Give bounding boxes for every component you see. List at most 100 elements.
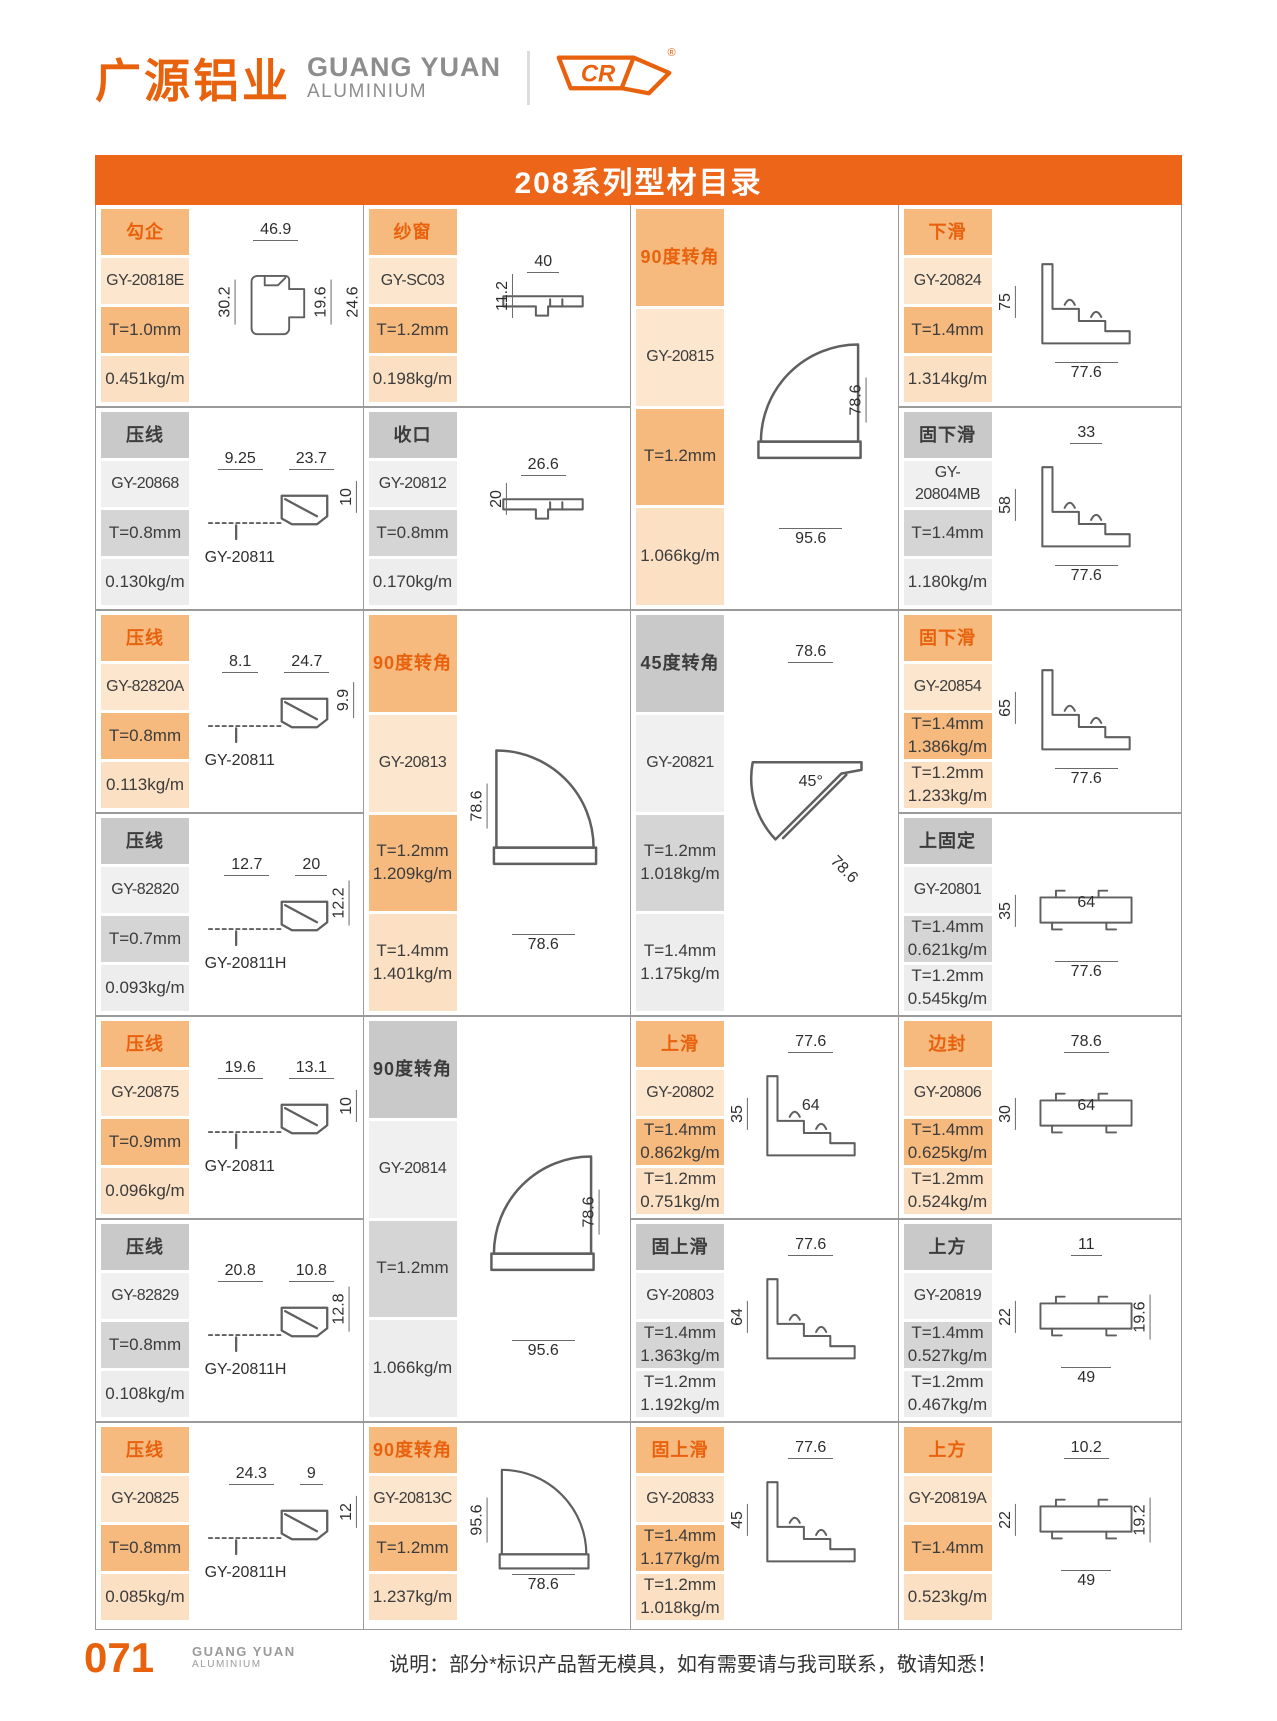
dimension-label: 78.6 (457, 934, 631, 954)
product-code-cell: GY-20801 (903, 867, 992, 913)
spec-column: 90度转角 GY-20815 T=1.2mm 1.066kg/m (631, 205, 724, 609)
weight-cell: 1.180kg/m (903, 559, 992, 605)
dimension-label: 12.8 (330, 1286, 350, 1332)
profile-sketch-icon (1039, 1295, 1133, 1337)
profile-sketch-icon (207, 697, 329, 744)
category-label-cell: 收口 (368, 412, 457, 458)
weight-cell: T=1.2mm 0.467kg/m (903, 1371, 992, 1417)
dimension-label: 20.8 10.8 (189, 1262, 363, 1283)
dimension-label: 8.1 24.7 (189, 653, 363, 674)
profile-drawing: 12.7 20 12.2 GY-20811H (189, 814, 363, 1015)
brand-name-english-wrap: GUANG YUAN ALUMINIUM (307, 52, 501, 103)
profile-drawing: 8.1 24.7 9.9 GY-20811 (189, 611, 363, 812)
brand-subtitle: ALUMINIUM (307, 81, 428, 103)
weight-cell: 0.113kg/m (101, 762, 189, 808)
dimension-label: 20 (487, 483, 507, 516)
profile-block: 固上滑 GY-20833 T=1.4mm 1.177kg/m T=1.2mm 1.0… (631, 1423, 898, 1624)
thickness-cell: T=0.8mm (368, 510, 457, 556)
category-label-cell: 90度转角 (368, 1021, 457, 1118)
category-label-cell: 压线 (101, 1224, 189, 1270)
dimension-label: 49 (992, 1366, 1182, 1387)
profile-drawing: 24.3 9 12 GY-20811H (189, 1423, 363, 1624)
product-code-cell: GY-20813 (368, 714, 457, 812)
profile-sketch-icon (207, 1103, 329, 1150)
product-code-cell: GY-20818E (101, 258, 189, 304)
profile-drawing: 77.6 64 (724, 1220, 898, 1421)
related-profile-note: GY-20811H (204, 1563, 287, 1581)
spec-column: 压线 GY-82820A T=0.8mm 0.113kg/m (96, 611, 189, 812)
spec-column: 压线 GY-20868 T=0.8mm 0.130kg/m (96, 408, 189, 609)
weight-cell: 0.170kg/m (368, 559, 457, 605)
dimension-label: 77.6 (724, 1439, 898, 1460)
product-code-cell: GY-20821 (636, 714, 724, 812)
category-label-cell: 纱窗 (368, 209, 457, 255)
weight-cell: T=1.2mm 1.192kg/m (636, 1371, 724, 1417)
spec-column: 90度转角 GY-20814 T=1.2mm 1.066kg/m (364, 1017, 457, 1421)
product-code-cell: GY-20825 (101, 1476, 189, 1522)
catalog-column-group: 纱窗 GY-SC03 T=1.2mm 0.198kg/m 40 11.2 收口 G… (363, 205, 631, 1629)
spec-column: 上固定 GY-20801 T=1.4mm 0.621kg/m T=1.2mm 0.5… (899, 814, 992, 1015)
profile-block: 90度转角 GY-20815 T=1.2mm 1.066kg/m 78.6 95.… (631, 205, 898, 611)
dimension-label: 78.6 (847, 377, 867, 423)
page-footer: 071 GUANG YUAN ALUMINIUM 说明：部分*标识产品暂无模具，… (84, 1637, 1182, 1698)
dimension-label: 12 (337, 1496, 357, 1529)
product-code-cell: GY-20806 (903, 1070, 992, 1116)
category-label-cell: 90度转角 (368, 1427, 457, 1473)
dimension-label: 24.6 (344, 279, 363, 326)
catalog-column-group: 90度转角 GY-20815 T=1.2mm 1.066kg/m 78.6 95.… (631, 205, 899, 1629)
weight-cell: 0.096kg/m (101, 1168, 189, 1214)
category-label-cell: 固上滑 (636, 1427, 724, 1473)
profile-drawing: 20.8 10.8 12.8 GY-20811H (189, 1220, 363, 1421)
profile-block: 90度转角 GY-20813C T=1.2mm 1.237kg/m 95.6 78… (364, 1423, 631, 1624)
footer-brand: GUANG YUAN ALUMINIUM (192, 1644, 296, 1670)
dimension-label: 19.6 (1131, 1294, 1151, 1341)
dimension-label: 75 (996, 286, 1016, 319)
dimension-label: 64 (1077, 894, 1096, 912)
thickness-cell: T=1.2mm (368, 1220, 457, 1318)
weight-cell: 0.108kg/m (101, 1371, 189, 1417)
dimension-label: 78.6 (992, 1033, 1182, 1054)
profile-sketch-icon (1039, 1092, 1133, 1134)
category-label-cell: 压线 (101, 818, 189, 864)
category-label-cell: 压线 (101, 615, 189, 661)
dimension-label: 9.25 23.7 (189, 450, 363, 471)
spec-column: 固下滑 GY-20804MB T=1.4mm 1.180kg/m (899, 408, 992, 609)
profile-drawing: 78.6 30 64 (992, 1017, 1182, 1218)
footer-brand-english: GUANG YUAN (192, 1644, 296, 1659)
weight-cell: 1.314kg/m (903, 356, 992, 402)
product-code-cell: GY-20868 (101, 461, 189, 507)
dimension-label: 24.3 9 (189, 1465, 363, 1486)
profile-sketch-icon (207, 1509, 329, 1556)
weight-cell: 0.130kg/m (101, 559, 189, 605)
related-profile-note: GY-20811H (204, 954, 287, 972)
dimension-label: 19.6 13.1 (189, 1059, 363, 1080)
profile-drawing: 78.6 95.6 (724, 205, 898, 609)
related-profile-note: GY-20811 (204, 548, 275, 566)
weight-cell: T=1.4mm 1.401kg/m (368, 914, 457, 1011)
spec-column: 下滑 GY-20824 T=1.4mm 1.314kg/m (899, 205, 992, 406)
weight-cell: 1.066kg/m (368, 1320, 457, 1417)
profile-block: 压线 GY-82820 T=0.7mm 0.093kg/m 12.7 20 12.2… (96, 814, 363, 1017)
profile-drawing: 75 77.6 (992, 205, 1182, 406)
header-divider (527, 51, 531, 105)
profile-block: 下滑 GY-20824 T=1.4mm 1.314kg/m 75 77.6 (898, 205, 1182, 408)
product-code-cell: GY-20814 (368, 1120, 457, 1218)
profile-block: 纱窗 GY-SC03 T=1.2mm 0.198kg/m 40 11.2 (363, 205, 631, 408)
profile-sketch-icon (502, 498, 584, 520)
profile-drawing: 95.6 78.6 (457, 1423, 631, 1624)
related-profile-note: GY-20811 (204, 1157, 275, 1175)
spec-column: 纱窗 GY-SC03 T=1.2mm 0.198kg/m (364, 205, 457, 406)
product-code-cell: GY-20819A (903, 1476, 992, 1522)
product-code-cell: GY-20804MB (903, 461, 992, 507)
product-code-cell: GY-82820A (101, 664, 189, 710)
dimension-label: 33 (992, 424, 1182, 445)
product-code-cell: GY-82820 (101, 867, 189, 913)
thickness-cell: T=1.4mm (903, 307, 992, 353)
profile-block: 边封 GY-20806 T=1.4mm 0.625kg/m T=1.2mm 0.52… (898, 1017, 1182, 1220)
profile-drawing: 9.25 23.7 10 GY-20811 (189, 408, 363, 609)
dimension-label: 30.2 (216, 279, 236, 326)
profile-drawing: 40 11.2 (457, 205, 631, 406)
thickness-cell: T=1.4mm (903, 1525, 992, 1571)
profile-block: 上方 GY-20819 T=1.4mm 0.527kg/m T=1.2mm 0.46… (898, 1220, 1182, 1423)
profile-block: 上滑 GY-20802 T=1.4mm 0.862kg/m T=1.2mm 0.75… (631, 1017, 898, 1220)
